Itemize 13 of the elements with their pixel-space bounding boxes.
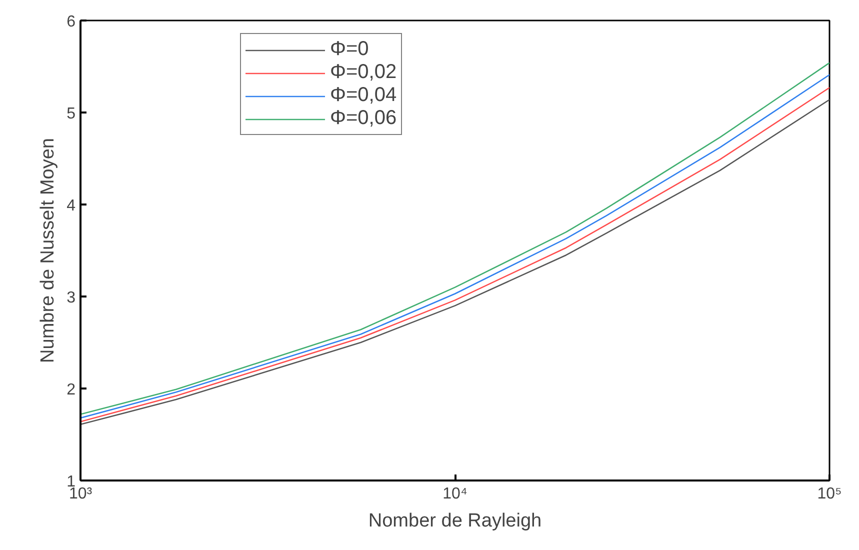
y-tick-label: 5 [66,106,76,122]
y-tick-label: 3 [66,290,76,306]
x-tick-label: 10⁴ [442,486,468,502]
y-tick-label: 6 [66,14,76,30]
legend-label: Φ=0,06 [330,107,397,130]
x-axis-title: Nomber de Rayleigh [368,510,542,532]
y-tick-label: 2 [66,382,76,398]
y-tick-label: 4 [66,198,76,214]
legend-label: Φ=0 [330,38,369,61]
x-tick-label: 10⁵ [817,486,842,502]
y-axis-title: Numbre de Nusselt Moyen [38,138,59,363]
legend-label: Φ=0,04 [330,84,397,107]
legend-label: Φ=0,02 [330,61,397,84]
